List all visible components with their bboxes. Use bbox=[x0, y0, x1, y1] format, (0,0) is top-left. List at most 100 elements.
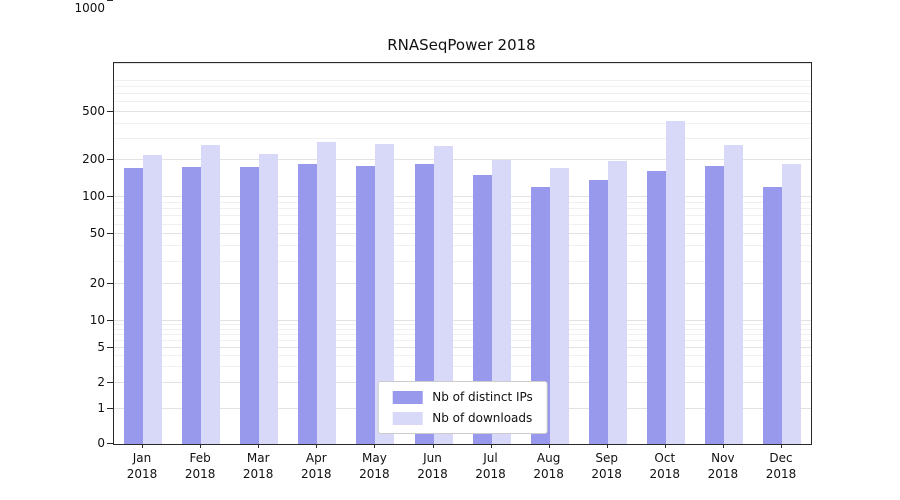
gridline-major bbox=[114, 233, 811, 235]
y-tick-mark bbox=[107, 0, 113, 1]
gridline-minor bbox=[114, 260, 811, 262]
y-tick-mark bbox=[107, 110, 113, 112]
bar-downloads-jun-2018 bbox=[433, 146, 453, 444]
bar-downloads-dec-2018 bbox=[782, 164, 801, 444]
x-tick-label-line: May bbox=[361, 451, 387, 465]
x-tick-label-line: 2018 bbox=[707, 467, 739, 481]
x-tick-mark bbox=[316, 444, 318, 448]
x-tick-label-line: 2018 bbox=[184, 467, 216, 481]
y-tick-mark bbox=[107, 381, 113, 383]
x-tick-label-line: 2018 bbox=[475, 467, 506, 481]
gridline-minor bbox=[114, 355, 811, 356]
x-tick-label-line: Dec bbox=[769, 451, 793, 465]
gridline-major bbox=[114, 282, 811, 284]
bar-distinct-ips-sep-2018 bbox=[588, 179, 608, 444]
x-tick-label-line: Mar bbox=[246, 451, 270, 465]
x-tick-label-line: 2018 bbox=[359, 467, 390, 481]
x-tick-label-line: Jul bbox=[483, 451, 498, 465]
x-tick-label: May 2018 bbox=[342, 450, 406, 482]
bar-distinct-ips-feb-2018 bbox=[182, 167, 202, 444]
y-tick-label: 5 bbox=[97, 339, 105, 354]
x-tick-label-line: 2018 bbox=[126, 467, 158, 481]
chart-title: RNASeqPower 2018 bbox=[387, 36, 536, 54]
bar-downloads-apr-2018 bbox=[317, 142, 337, 444]
y-tick-mark bbox=[107, 443, 113, 444]
gridline-minor bbox=[114, 324, 811, 325]
x-tick-mark bbox=[664, 444, 666, 448]
x-tick-label: Dec 2018 bbox=[749, 450, 813, 482]
gridline-minor bbox=[114, 208, 811, 209]
bar-distinct-ips-jan-2018 bbox=[124, 168, 143, 444]
x-tick-mark bbox=[200, 444, 202, 448]
x-tick-label-line: 2018 bbox=[242, 467, 274, 481]
bar-distinct-ips-nov-2018 bbox=[704, 165, 724, 444]
x-tick-label: Jul 2018 bbox=[459, 450, 523, 482]
x-tick-mark bbox=[781, 444, 782, 448]
x-tick-mark bbox=[374, 444, 376, 448]
x-tick-label: Feb 2018 bbox=[168, 450, 232, 482]
legend-item: Nb of downloads bbox=[392, 411, 533, 425]
y-tick-mark bbox=[107, 233, 113, 235]
gridline-major bbox=[114, 346, 811, 348]
x-tick-label-line: 2018 bbox=[591, 467, 622, 481]
gridline-minor bbox=[114, 201, 811, 203]
x-tick-mark bbox=[548, 444, 550, 448]
bar-distinct-ips-jul-2018 bbox=[472, 175, 492, 444]
gridline-major bbox=[114, 159, 811, 161]
bar-downloads-oct-2018 bbox=[665, 121, 685, 444]
gridline-minor bbox=[114, 215, 811, 217]
gridline-major bbox=[114, 320, 811, 321]
gridline-minor bbox=[114, 333, 811, 335]
bar-downloads-feb-2018 bbox=[201, 145, 221, 444]
x-tick-label: Aug 2018 bbox=[517, 450, 581, 482]
x-tick-label: Nov 2018 bbox=[691, 450, 755, 482]
bar-downloads-jul-2018 bbox=[491, 159, 511, 444]
x-tick-mark bbox=[722, 444, 724, 448]
y-tick-mark bbox=[107, 282, 113, 284]
legend-label: Nb of distinct IPs bbox=[432, 390, 533, 404]
y-tick-mark bbox=[107, 159, 113, 161]
x-tick-label: Apr 2018 bbox=[284, 450, 348, 482]
x-tick-mark bbox=[142, 444, 143, 448]
x-tick-label-line: Oct bbox=[654, 451, 676, 465]
y-tick-label: 2 bbox=[97, 374, 105, 389]
bar-distinct-ips-oct-2018 bbox=[646, 171, 666, 444]
gridline-major bbox=[114, 110, 811, 112]
legend-label: Nb of downloads bbox=[432, 411, 533, 425]
x-tick-label-line: Apr bbox=[305, 451, 327, 465]
x-tick-mark bbox=[490, 444, 492, 448]
gridline-minor bbox=[114, 339, 811, 341]
bar-downloads-sep-2018 bbox=[607, 161, 627, 444]
gridline-minor bbox=[114, 79, 811, 81]
bar-downloads-mar-2018 bbox=[259, 154, 279, 444]
x-tick-label-line: Nov bbox=[711, 451, 735, 465]
y-tick-label: 100 bbox=[82, 189, 105, 203]
bar-distinct-ips-may-2018 bbox=[356, 165, 376, 444]
gridline-minor bbox=[114, 122, 811, 124]
gridline-major bbox=[114, 196, 811, 197]
gridline-minor bbox=[114, 137, 811, 139]
x-tick-label: Jan 2018 bbox=[110, 450, 174, 482]
bar-downloads-jan-2018 bbox=[143, 155, 162, 444]
x-tick-label-line: Jun bbox=[423, 451, 442, 465]
plot-area: Nb of distinct IPs Nb of downloads bbox=[113, 62, 812, 445]
y-tick-label: 0 bbox=[97, 436, 105, 450]
x-tick-label: Jun 2018 bbox=[401, 450, 465, 482]
x-tick-label: Sep 2018 bbox=[575, 450, 639, 482]
gridline-major bbox=[114, 63, 811, 64]
gridline-minor bbox=[114, 92, 811, 94]
gridline-minor bbox=[114, 366, 811, 367]
gridline-minor bbox=[114, 101, 811, 103]
x-tick-label-line: 2018 bbox=[765, 467, 797, 481]
x-tick-label-line: 2018 bbox=[649, 467, 681, 481]
bar-downloads-nov-2018 bbox=[723, 145, 743, 444]
legend-swatch bbox=[392, 411, 423, 425]
gridline-minor bbox=[114, 85, 811, 87]
x-tick-label: Oct 2018 bbox=[633, 450, 697, 482]
gridline-minor bbox=[114, 245, 811, 247]
y-tick-label: 500 bbox=[82, 103, 105, 118]
legend-item: Nb of distinct IPs bbox=[392, 390, 533, 404]
y-tick-label: 20 bbox=[89, 275, 105, 290]
legend-swatch bbox=[392, 390, 423, 404]
